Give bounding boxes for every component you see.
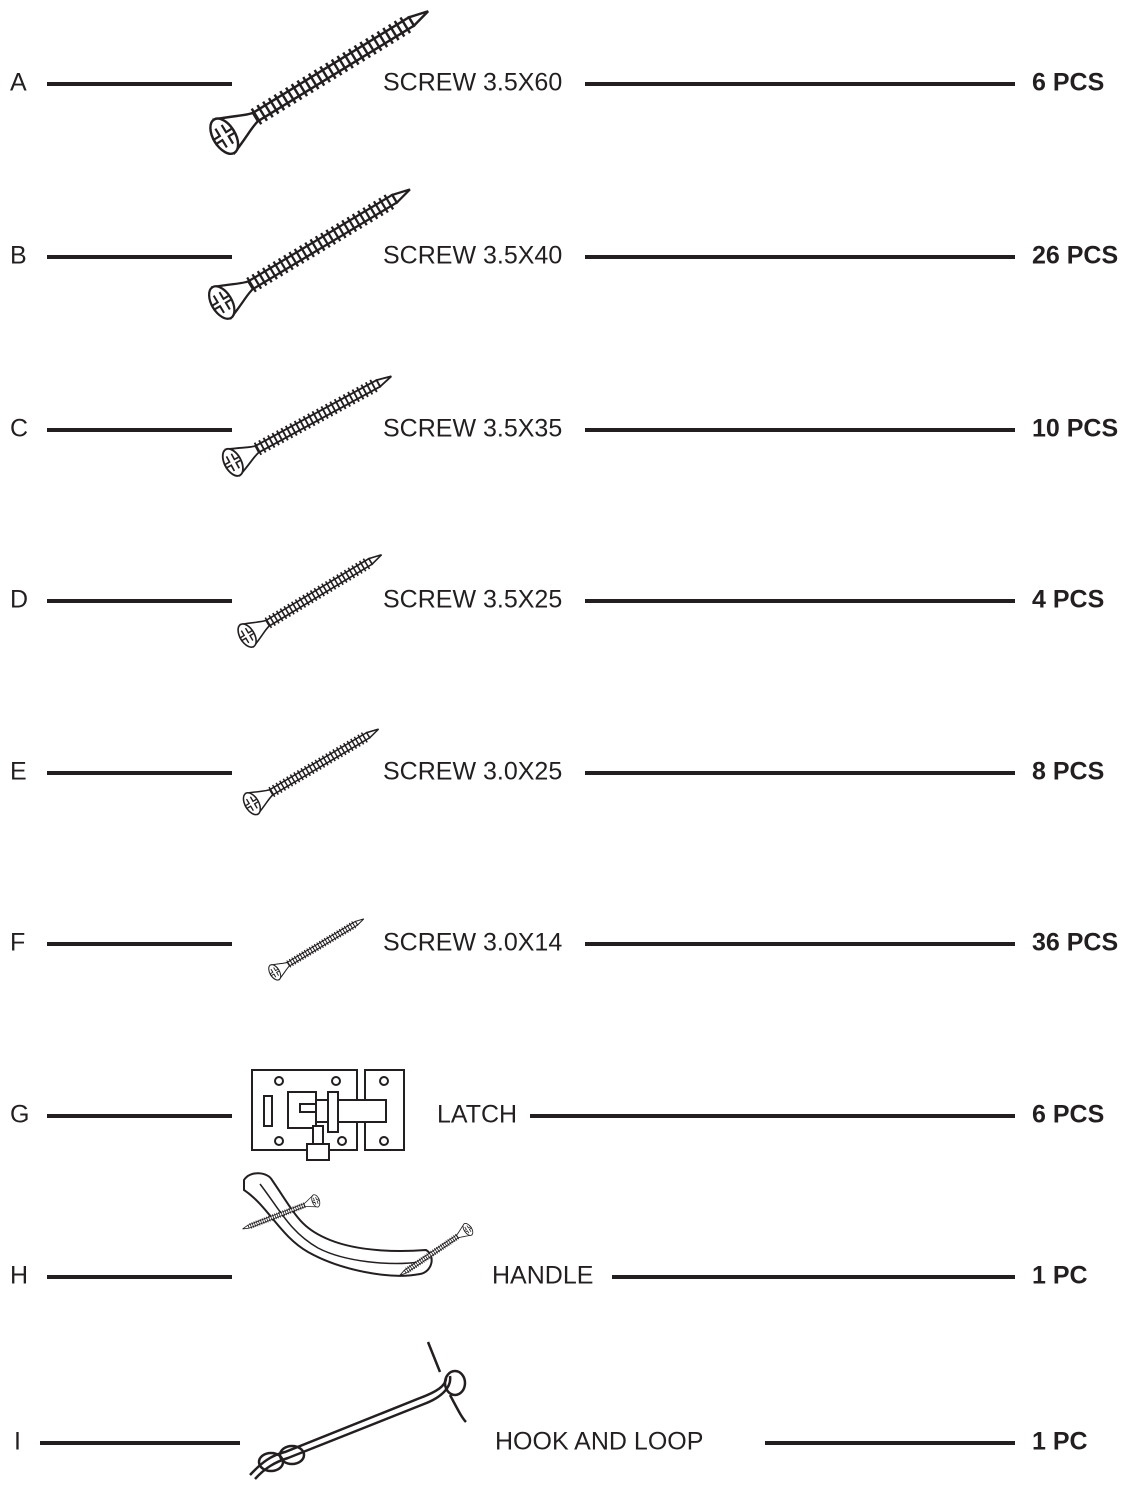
item-letter: E bbox=[10, 758, 27, 786]
item-b: B SCREW 3.5X40 26 PCS bbox=[10, 242, 1118, 270]
item-i: I HOOK AND LOOP 1 PC bbox=[14, 1428, 1088, 1456]
item-letter: F bbox=[10, 929, 25, 957]
item-quantity: 6 PCS bbox=[1032, 1101, 1104, 1129]
item-letter: I bbox=[14, 1428, 21, 1456]
item-letter: D bbox=[10, 586, 28, 614]
item-name: HOOK AND LOOP bbox=[495, 1428, 703, 1456]
item-letter: B bbox=[10, 242, 27, 270]
item-quantity: 4 PCS bbox=[1032, 586, 1104, 614]
latch-icon bbox=[251, 1069, 405, 1161]
item-e: E SCREW 3.0X25 8 PCS bbox=[10, 758, 1104, 786]
item-letter: G bbox=[10, 1101, 29, 1129]
screw-icon bbox=[240, 719, 385, 818]
item-name: HANDLE bbox=[492, 1262, 593, 1290]
item-name: SCREW 3.5X25 bbox=[383, 586, 562, 614]
item-d: D SCREW 3.5X25 4 PCS bbox=[10, 586, 1104, 614]
hook-and-loop-icon bbox=[249, 1341, 467, 1480]
screw-icon bbox=[219, 363, 399, 479]
item-name: SCREW 3.0X25 bbox=[383, 758, 562, 786]
item-h: H HANDLE 1 PC bbox=[10, 1262, 1088, 1290]
item-quantity: 6 PCS bbox=[1032, 69, 1104, 97]
item-name: SCREW 3.5X40 bbox=[383, 242, 562, 270]
item-letter: H bbox=[10, 1262, 28, 1290]
screw-icon bbox=[234, 544, 388, 650]
item-name: LATCH bbox=[437, 1101, 517, 1129]
item-quantity: 1 PC bbox=[1032, 1262, 1088, 1290]
item-a: A SCREW 3.5X60 6 PCS bbox=[10, 69, 1104, 97]
item-quantity: 1 PC bbox=[1032, 1428, 1088, 1456]
item-quantity: 10 PCS bbox=[1032, 415, 1118, 443]
screw-icon bbox=[266, 912, 368, 982]
item-quantity: 26 PCS bbox=[1032, 242, 1118, 270]
item-letter: C bbox=[10, 415, 28, 443]
item-quantity: 36 PCS bbox=[1032, 929, 1118, 957]
item-c: C SCREW 3.5X35 10 PCS bbox=[10, 415, 1118, 443]
item-name: SCREW 3.5X60 bbox=[383, 69, 562, 97]
leader-lines bbox=[40, 82, 1015, 1445]
item-name: SCREW 3.5X35 bbox=[383, 415, 562, 443]
item-f: F SCREW 3.0X14 36 PCS bbox=[10, 929, 1118, 957]
item-name: SCREW 3.0X14 bbox=[383, 929, 562, 957]
item-g: G LATCH 6 PCS bbox=[10, 1101, 1104, 1129]
item-quantity: 8 PCS bbox=[1032, 758, 1104, 786]
item-letter: A bbox=[10, 69, 27, 97]
handle-icon bbox=[240, 1172, 475, 1281]
